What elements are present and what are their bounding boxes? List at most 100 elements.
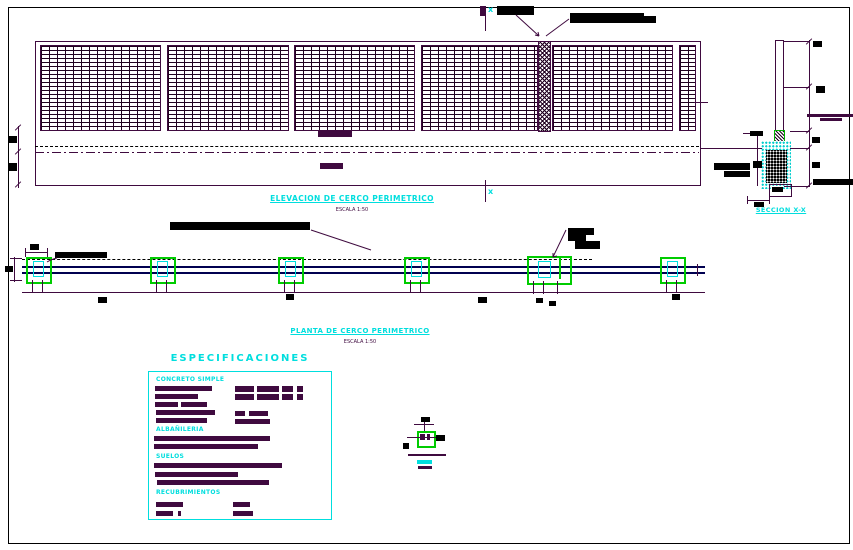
- column-core: [285, 261, 296, 277]
- plan-scale: ESCALA 1:50: [343, 339, 377, 345]
- redacted-text-bar: [318, 131, 352, 137]
- redacted-annotation: [750, 131, 763, 136]
- extension-line: [784, 186, 809, 187]
- redacted-dim-text: [754, 202, 764, 207]
- detail-scale-text: [418, 466, 432, 469]
- redacted-dim-text: [816, 86, 825, 93]
- redacted-spec-text: [155, 402, 178, 407]
- redacted-spec-text: [235, 419, 270, 424]
- redacted-text-bar: [320, 163, 343, 169]
- redacted-dim-text: [478, 297, 487, 303]
- redacted-annotation: [55, 252, 107, 258]
- redacted-annotation: [643, 16, 656, 23]
- specs-heading-suelos: SUELOS: [156, 453, 185, 460]
- extension-line: [769, 196, 770, 204]
- redacted-spec-text: [233, 511, 253, 516]
- leader-line: [552, 229, 567, 258]
- extension-line: [42, 280, 43, 293]
- redacted-annotation: [568, 235, 586, 241]
- dimension-tick-end: [697, 264, 698, 276]
- crosshatched-column: [538, 41, 551, 132]
- brick-panel: [421, 45, 538, 131]
- extension-line: [10, 258, 22, 259]
- dimension-line: [18, 126, 19, 188]
- fence-wall-outline: [35, 41, 701, 186]
- redacted-spec-text: [155, 386, 212, 391]
- redacted-annotation: [570, 13, 644, 23]
- leader-line: [515, 14, 540, 37]
- redacted-dim-text: [753, 161, 762, 168]
- redacted-spec-text: [154, 444, 258, 449]
- leader-line: [46, 257, 58, 263]
- redacted-spec-text: [233, 502, 250, 507]
- grade-line: [807, 114, 853, 117]
- dimension-line: [22, 292, 705, 293]
- extension-line: [790, 131, 809, 132]
- footing-divider: [559, 258, 561, 279]
- redacted-spec-text: [178, 511, 181, 516]
- section-title: SECCION X-X: [755, 206, 807, 214]
- redacted-spec-text: [181, 402, 207, 407]
- extension-line: [666, 280, 667, 293]
- column-footing: [26, 257, 52, 284]
- dimension-line: [414, 424, 434, 425]
- specs-heading-concreto: CONCRETO SIMPLE: [156, 376, 225, 383]
- specs-box: [148, 371, 332, 520]
- elevation-title: ELEVACION DE CERCO PERIMETRICO: [270, 194, 434, 203]
- redacted-dim-text: [813, 41, 822, 47]
- redacted-spec-text: [235, 386, 254, 392]
- plan-wall-line: [22, 272, 705, 274]
- extension-line: [790, 148, 809, 149]
- redacted-spec-text: [257, 386, 279, 392]
- foundation-concrete: [766, 150, 787, 183]
- redacted-dim-text: [421, 417, 430, 422]
- extension-line: [10, 280, 22, 281]
- redacted-spec-text: [282, 394, 293, 400]
- column-footing: [404, 257, 430, 284]
- section-cut-pole: [485, 180, 486, 202]
- redacted-spec-text: [155, 394, 198, 399]
- extension-line: [284, 280, 285, 293]
- redacted-spec-text: [155, 472, 238, 477]
- brick-panel: [552, 45, 673, 131]
- redacted-dim-text: [9, 163, 17, 171]
- redacted-dim-text: [772, 187, 783, 192]
- dimension-line: [757, 131, 758, 186]
- leader-line: [700, 148, 762, 149]
- redacted-spec-text: [154, 463, 282, 468]
- extension-line: [294, 280, 295, 293]
- extension-line: [420, 280, 421, 293]
- extension-line: [533, 281, 534, 294]
- redacted-annotation: [724, 171, 750, 177]
- redacted-annotation: [575, 241, 600, 249]
- redacted-dim-text: [549, 301, 556, 306]
- extension-line: [784, 87, 809, 88]
- redacted-dim-text: [30, 244, 39, 250]
- extension-line: [747, 196, 748, 204]
- extension-line: [410, 280, 411, 293]
- redacted-spec-text: [257, 394, 279, 400]
- redacted-dim-text: [286, 294, 294, 300]
- leader-line: [545, 18, 570, 37]
- redacted-annotation: [813, 179, 853, 185]
- redacted-dim-text: [812, 137, 820, 143]
- extension-line: [47, 248, 48, 257]
- sheet-border: [8, 7, 850, 544]
- column-core: [667, 261, 678, 277]
- dimension-line: [407, 437, 443, 438]
- section-cut-flag: [480, 6, 486, 16]
- column-core: [411, 261, 422, 277]
- elevation-scale: ESCALA 1:50: [335, 207, 369, 213]
- column-footing: [150, 257, 176, 284]
- section-marker-label: x: [488, 187, 494, 196]
- redacted-annotation: [497, 6, 534, 15]
- extension-line: [166, 280, 167, 293]
- redacted-dim-text: [5, 266, 13, 272]
- redacted-spec-text: [235, 411, 245, 416]
- brick-panel: [294, 45, 415, 131]
- redacted-dim-text: [812, 162, 820, 168]
- redacted-spec-text: [282, 386, 293, 392]
- redacted-spec-text: [154, 436, 270, 441]
- ground-dashed-line: [35, 146, 699, 147]
